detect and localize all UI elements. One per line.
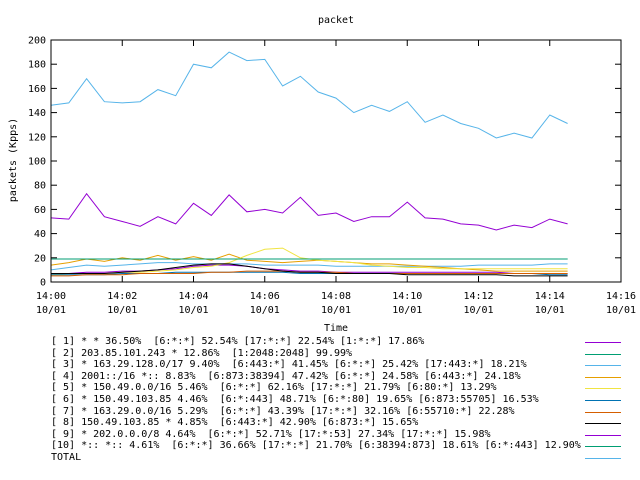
y-tick-label: 60	[34, 205, 46, 216]
x-tick-date: 10/01	[250, 305, 280, 316]
series-lines	[50, 51, 568, 277]
x-tick-date: 10/01	[606, 305, 636, 316]
x-tick-time: 14:14	[535, 291, 565, 302]
legend-swatch	[585, 423, 621, 425]
x-tick-date: 10/01	[178, 305, 208, 316]
legend-swatch	[585, 458, 621, 459]
legend-swatch	[585, 353, 621, 355]
x-tick-time: 14:08	[321, 291, 351, 302]
legend-swatch	[585, 365, 621, 367]
legend-item: TOTAL	[51, 452, 621, 464]
legend-item: [ 9] * 202.0.0.0/8 4.64% [6:*:*] 52.71% …	[51, 429, 621, 441]
series-line-3	[50, 262, 568, 271]
series-line-4	[50, 253, 568, 272]
y-tick-label: 200	[28, 36, 46, 47]
legend-swatch	[585, 411, 621, 413]
legend-item: [10] *:: *:: 4.61% [6:*:*] 36.66% [17:*:…	[51, 440, 621, 452]
y-tick-label: 120	[28, 132, 46, 143]
series-line-8	[51, 263, 568, 277]
x-tick-time: 14:04	[178, 291, 208, 302]
x-tick-date: 10/01	[321, 305, 351, 316]
legend-label: [ 5] * 150.49.0.0/16 5.46% [6:*:*] 62.16…	[51, 382, 497, 394]
legend-swatch	[585, 434, 621, 436]
legend-item: [ 5] * 150.49.0.0/16 5.46% [6:*:*] 62.16…	[51, 382, 621, 394]
legend-item: [ 7] * 163.29.0.0/16 5.29% [6:*:*] 43.39…	[51, 406, 621, 418]
legend-label: [ 2] 203.85.101.243 * 12.86% [1:2048:204…	[51, 347, 353, 359]
legend-item: [ 6] * 150.49.103.85 4.46% [6:*:443] 48.…	[51, 394, 621, 406]
x-tick-date: 10/01	[463, 305, 493, 316]
y-tick-label: 140	[28, 108, 46, 119]
axis-ticks: 0 20 40 60 80 100 120 140 160 180 200 14:00 10/01 14:…	[28, 36, 636, 317]
legend-item: [ 8] 150.49.103.85 * 4.85% [6:443:*] 42.…	[51, 417, 621, 429]
y-tick-label: 0	[40, 278, 46, 289]
y-tick-label: 180	[28, 60, 46, 71]
legend-item: [ 4] 2001::/16 *:: 8.83% [6:873:38394] 4…	[51, 371, 621, 383]
y-axis-label: packets (Kpps)	[8, 118, 19, 202]
x-tick-date: 10/01	[392, 305, 422, 316]
x-tick-time: 14:02	[107, 291, 137, 302]
legend-label: [ 9] * 202.0.0.0/8 4.64% [6:*:*] 52.71% …	[51, 428, 491, 440]
legend-label: [ 4] 2001::/16 *:: 8.83% [6:873:38394] 4…	[51, 370, 521, 382]
y-tick-label: 100	[28, 157, 46, 168]
legend-swatch	[585, 446, 621, 448]
x-tick-date: 10/01	[535, 305, 565, 316]
x-tick-time: 14:00	[36, 291, 66, 302]
legend-item: [ 3] * 163.29.128.0/17 9.40% [6:443:*] 4…	[51, 359, 621, 371]
x-tick-time: 14:16	[606, 291, 636, 302]
legend-label: [ 7] * 163.29.0.0/16 5.29% [6:*:*] 43.39…	[51, 405, 515, 417]
legend-swatch	[585, 342, 621, 343]
legend-item: [ 2] 203.85.101.243 * 12.86% [1:2048:204…	[51, 348, 621, 360]
legend-swatch	[585, 388, 621, 390]
legend-swatch	[585, 376, 621, 378]
legend-label: [ 6] * 150.49.103.85 4.46% [6:*:443] 48.…	[51, 394, 539, 405]
x-tick-date: 10/01	[107, 305, 137, 316]
x-axis-label: Time	[324, 323, 348, 334]
x-tick-time: 14:12	[463, 291, 493, 302]
legend-label: [ 3] * 163.29.128.0/17 9.40% [6:443:*] 4…	[51, 359, 527, 371]
series-line-11	[50, 51, 568, 139]
chart-title: packet	[318, 15, 354, 26]
legend-item: [ 1] * * 36.50% [6:*:*] 52.54% [17:*:*] …	[51, 336, 621, 348]
legend-label: [ 1] * * 36.50% [6:*:*] 52.54% [17:*:*] …	[51, 336, 425, 347]
x-tick-time: 14:10	[392, 291, 422, 302]
y-tick-label: 80	[34, 181, 46, 192]
x-tick-time: 14:06	[250, 291, 280, 302]
legend-label: [10] *:: *:: 4.61% [6:*:*] 36.66% [17:*:…	[51, 440, 581, 452]
y-tick-label: 40	[34, 229, 46, 240]
legend-label: [ 8] 150.49.103.85 * 4.85% [6:443:*] 42.…	[51, 417, 419, 429]
legend-swatch	[585, 400, 621, 401]
x-tick-date: 10/01	[36, 305, 66, 316]
plot-frame	[50, 39, 622, 283]
y-tick-label: 20	[34, 253, 46, 264]
y-tick-label: 160	[28, 84, 46, 95]
legend-label: TOTAL	[51, 452, 82, 463]
series-line-9	[50, 192, 568, 231]
